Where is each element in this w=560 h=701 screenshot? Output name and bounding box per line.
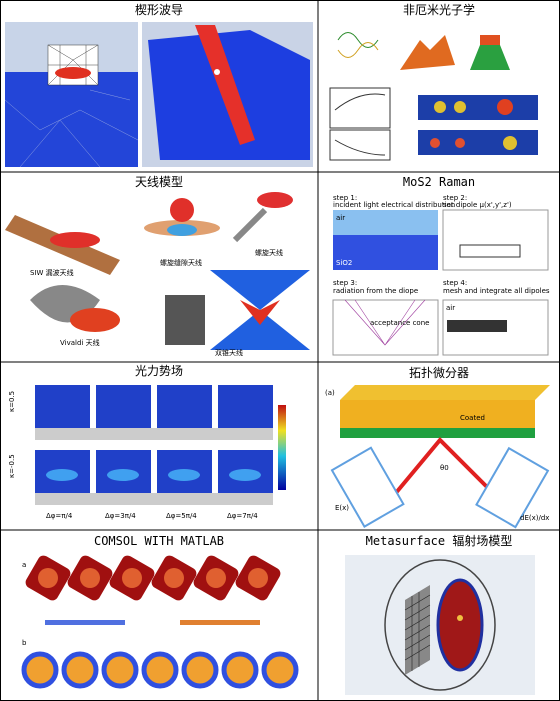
column-label: Δφ=3π/4 xyxy=(105,512,136,520)
cell-title: 天线模型 xyxy=(135,175,183,189)
raman-label: radiation from the diope xyxy=(333,287,418,295)
antenna-label: Vivaldi 天线 xyxy=(60,338,100,347)
wedge-waveguide-image xyxy=(4,22,313,168)
optical-force-image xyxy=(35,385,286,505)
raman-label: step 2: xyxy=(443,194,467,202)
diagram-label: Coated xyxy=(460,414,485,422)
raman-label: set dipole μ(x',y',z') xyxy=(443,201,512,209)
figure-label: (a) xyxy=(325,389,335,397)
antenna-label: 螺旋天线 xyxy=(255,248,283,257)
diagram-label: E(x) xyxy=(335,504,349,512)
row-label: κ=-0.5 xyxy=(8,454,16,478)
raman-label: SiO2 xyxy=(336,259,352,267)
column-label: Δφ=5π/4 xyxy=(166,512,197,520)
raman-label: air xyxy=(336,214,345,222)
comsol-matlab-image xyxy=(21,555,299,689)
cell-title: 拓扑微分器 xyxy=(409,366,469,380)
antenna-image xyxy=(5,192,310,350)
raman-label: mesh and integrate all dipoles xyxy=(443,287,550,295)
cell-title: COMSOL WITH MATLAB xyxy=(94,534,224,548)
raman-image xyxy=(332,209,549,356)
raman-label: acceptance cone xyxy=(370,319,429,327)
panel-label: b xyxy=(22,639,27,647)
panel-label: a xyxy=(22,561,26,569)
raman-label: step 3: xyxy=(333,279,357,287)
differentiator-image xyxy=(330,385,550,529)
cell-title: 光力势场 xyxy=(135,364,183,378)
metasurface-image xyxy=(345,555,535,695)
cell-title: 楔形波导 xyxy=(135,3,183,17)
raman-label: air xyxy=(446,304,455,312)
cell-title: MoS2 Raman xyxy=(403,175,475,189)
diagram-label: dE(x)/dx xyxy=(520,514,549,522)
antenna-label: SIW 漏波天线 xyxy=(30,268,74,277)
raman-label: step 1: xyxy=(333,194,357,202)
diagram-label: θ0 xyxy=(440,464,449,472)
antenna-label: 双锥天线 xyxy=(215,348,243,357)
non-hermitian-image xyxy=(329,32,538,161)
raman-label: incident light electrical distribution xyxy=(333,201,455,209)
row-label: κ=0.5 xyxy=(8,391,16,412)
cell-title: Metasurface 辐射场模型 xyxy=(366,533,513,548)
column-label: Δφ=π/4 xyxy=(46,512,73,520)
raman-label: step 4: xyxy=(443,279,467,287)
cell-title: 非厄米光子学 xyxy=(403,2,475,17)
column-label: Δφ=7π/4 xyxy=(227,512,258,520)
antenna-label: 螺旋缝隙天线 xyxy=(160,258,202,267)
